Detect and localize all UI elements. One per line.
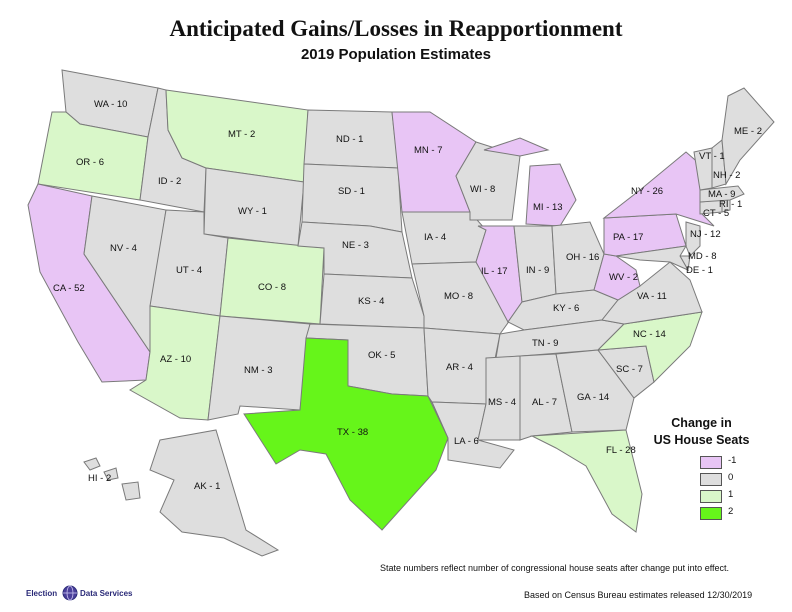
state-label-ms: MS - 4: [488, 397, 516, 408]
state-label-co: CO - 8: [258, 282, 286, 293]
state-label-mn: MN - 7: [414, 145, 443, 156]
state-label-nv: NV - 4: [110, 243, 137, 254]
state-label-mi: MI - 13: [533, 202, 563, 213]
legend-label-none: 0: [728, 472, 734, 483]
state-label-ak: AK - 1: [194, 481, 220, 492]
source-note: Based on Census Bureau estimates release…: [524, 590, 753, 600]
state-ga: [555, 349, 635, 433]
state-label-ct: CT - 5: [703, 208, 729, 219]
state-me: [721, 87, 775, 186]
state-label-ri: RI - 1: [719, 199, 742, 210]
state-ma: [699, 185, 745, 203]
legend-swatch-none: [700, 473, 722, 486]
state-label-tn: TN - 9: [532, 338, 558, 349]
legend: Change in US House Seats -1 0 1 2: [648, 415, 763, 521]
state-label-la: LA - 6: [454, 436, 479, 447]
state-label-ar: AR - 4: [446, 362, 473, 373]
state-label-hi: HI - 2: [88, 473, 111, 484]
state-co: [219, 237, 325, 325]
state-tx: [243, 337, 449, 531]
state-al: [519, 353, 573, 441]
state-label-in: IN - 9: [526, 265, 549, 276]
legend-item-gain-one: 1: [700, 487, 763, 504]
legend-item-none: 0: [700, 470, 763, 487]
state-mn: [391, 111, 477, 213]
state-nj: [685, 221, 701, 257]
map-subtitle: 2019 Population Estimates: [300, 46, 492, 63]
state-label-fl: FL - 28: [606, 445, 636, 456]
state-hi: [83, 457, 141, 501]
state-label-nj: NJ - 12: [690, 229, 721, 240]
state-label-ny: NY - 26: [631, 186, 663, 197]
state-label-ne: NE - 3: [342, 240, 369, 251]
legend-label-gain-two: 2: [728, 506, 734, 517]
legend-label-gain-one: 1: [728, 489, 734, 500]
state-label-ca: CA - 52: [53, 283, 85, 294]
state-label-sc: SC - 7: [616, 364, 643, 375]
legend-title-line1: Change in: [671, 416, 732, 430]
footnote: State numbers reflect number of congress…: [380, 563, 730, 573]
state-wi: [455, 141, 521, 221]
legend-swatch-loss: [700, 456, 722, 469]
state-label-sd: SD - 1: [338, 186, 365, 197]
state-label-nh: NH - 2: [713, 170, 740, 181]
state-label-pa: PA - 17: [613, 232, 643, 243]
state-label-wa: WA - 10: [94, 99, 127, 110]
globe-icon: [62, 585, 78, 601]
state-label-vt: VT - 1: [699, 151, 725, 162]
legend-swatch-gain-one: [700, 490, 722, 503]
state-mi: [483, 137, 577, 227]
state-label-id: ID - 2: [158, 176, 181, 187]
state-label-me: ME - 2: [734, 126, 762, 137]
state-label-mo: MO - 8: [444, 291, 473, 302]
state-fl: [530, 429, 643, 533]
state-label-ga: GA - 14: [577, 392, 609, 403]
map-title: Anticipated Gains/Losses in Reapportionm…: [169, 16, 623, 41]
legend-swatch-gain-two: [700, 507, 722, 520]
state-label-az: AZ - 10: [160, 354, 191, 365]
state-label-ma: MA - 9: [708, 189, 735, 200]
state-md: [615, 245, 690, 272]
legend-item-gain-two: 2: [700, 504, 763, 521]
state-ak: [149, 429, 280, 557]
state-label-ia: IA - 4: [424, 232, 446, 243]
state-label-wy: WY - 1: [238, 206, 267, 217]
legend-title-line2: US House Seats: [653, 433, 750, 447]
state-label-de: DE - 1: [686, 265, 713, 276]
state-label-oh: OH - 16: [566, 252, 599, 263]
state-ms: [477, 355, 521, 441]
logo-text-left: Election: [26, 589, 58, 598]
state-label-or: OR - 6: [76, 157, 104, 168]
state-label-il: IL - 17: [481, 266, 508, 277]
state-label-tx: TX - 38: [337, 427, 368, 438]
state-sd: [301, 163, 403, 233]
state-label-ok: OK - 5: [368, 350, 395, 361]
state-label-ut: UT - 4: [176, 265, 202, 276]
legend-label-loss: -1: [728, 455, 737, 466]
state-label-nm: NM - 3: [244, 365, 273, 376]
state-label-mt: MT - 2: [228, 129, 255, 140]
state-in: [513, 225, 557, 303]
state-label-nc: NC - 14: [633, 329, 666, 340]
state-label-ky: KY - 6: [553, 303, 579, 314]
logo-text-right: Data Services: [80, 589, 133, 598]
state-label-wv: WV - 2: [609, 272, 638, 283]
state-label-wi: WI - 8: [470, 184, 495, 195]
legend-item-loss: -1: [700, 453, 763, 470]
state-label-nd: ND - 1: [336, 134, 363, 145]
state-label-al: AL - 7: [532, 397, 557, 408]
state-label-va: VA - 11: [637, 291, 667, 302]
state-label-md: MD - 8: [688, 251, 717, 262]
state-label-ks: KS - 4: [358, 296, 384, 307]
